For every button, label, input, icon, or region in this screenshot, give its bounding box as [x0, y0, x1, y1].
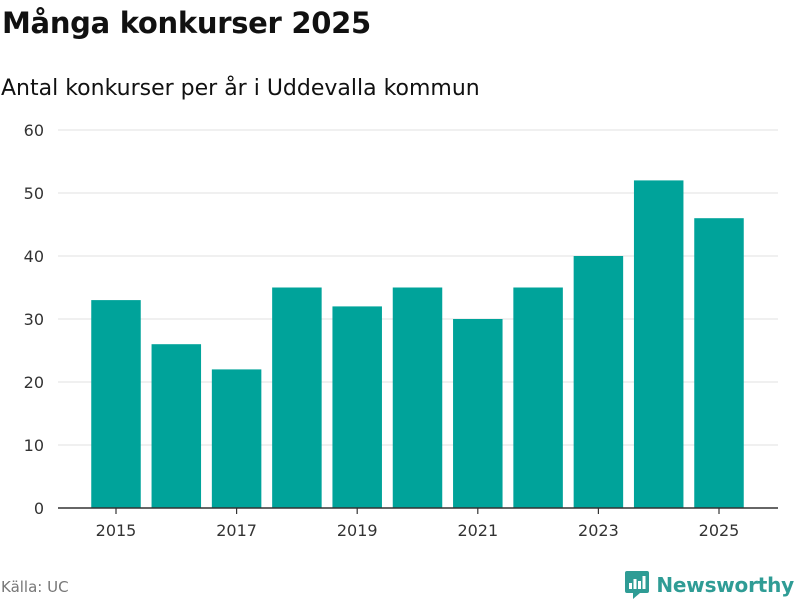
bar-chart: 0 10 20 30 40 50 60 2015 2017 2019 2021 2023 2025 — [24, 121, 778, 540]
bar-2019 — [332, 306, 382, 508]
bar-2022 — [513, 287, 563, 508]
x-tick-label: 2015 — [96, 521, 137, 540]
bar-2025 — [694, 218, 744, 508]
x-tick-label: 2017 — [216, 521, 257, 540]
newsworthy-icon — [625, 571, 650, 599]
bar-2015 — [91, 300, 141, 508]
x-tick-label: 2025 — [699, 521, 740, 540]
y-tick-label: 40 — [24, 247, 44, 266]
y-tick-label: 50 — [24, 184, 44, 203]
y-tick-label: 20 — [24, 373, 44, 392]
chart-subtitle: Antal konkurser per år i Uddevalla kommu… — [1, 76, 480, 101]
chart-title: Många konkurser 2025 — [2, 6, 371, 40]
x-tick-labels: 2015 2017 2019 2021 2023 2025 — [96, 508, 740, 540]
bars — [91, 180, 744, 508]
bar-2016 — [151, 344, 202, 508]
y-tick-label: 0 — [34, 499, 44, 518]
y-tick-labels: 0 10 20 30 40 50 60 — [24, 121, 44, 518]
source-note: Källa: UC — [1, 578, 69, 596]
bar-2021 — [453, 319, 503, 508]
x-tick-label: 2023 — [578, 521, 619, 540]
y-tick-label: 10 — [24, 436, 44, 455]
bar-2020 — [392, 287, 443, 508]
bar-2018 — [272, 287, 322, 508]
x-tick-label: 2021 — [457, 521, 498, 540]
bar-2024 — [633, 180, 684, 508]
y-tick-label: 60 — [24, 121, 44, 140]
brand-logo: Newsworthy — [624, 570, 794, 600]
bar-2023 — [573, 256, 624, 508]
y-tick-label: 30 — [24, 310, 44, 329]
x-tick-label: 2019 — [337, 521, 378, 540]
bar-2017 — [211, 369, 262, 508]
brand-name: Newsworthy — [656, 573, 794, 597]
